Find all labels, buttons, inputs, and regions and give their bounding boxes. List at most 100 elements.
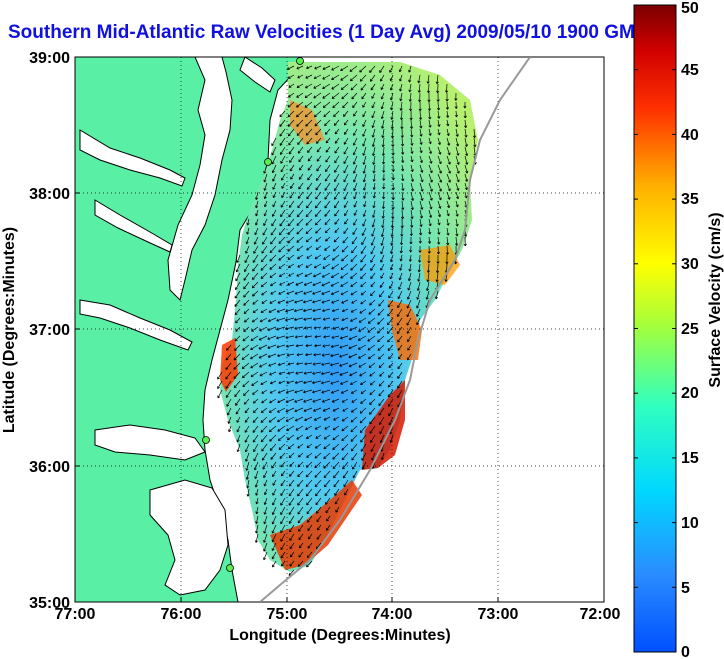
velocity-arrow	[340, 272, 349, 279]
velocity-arrow	[464, 128, 468, 138]
velocity-arrow	[362, 110, 367, 118]
velocity-arrow	[330, 353, 340, 358]
velocity-arrow	[342, 470, 349, 479]
velocity-arrow	[378, 362, 385, 368]
velocity-arrow	[379, 371, 385, 377]
velocity-arrow	[297, 515, 304, 524]
velocity-arrow	[322, 65, 331, 70]
velocity-arrow	[314, 254, 322, 260]
velocity-arrow	[296, 272, 304, 277]
velocity-arrow	[245, 236, 250, 245]
velocity-arrow	[343, 173, 349, 183]
velocity-arrow	[428, 155, 433, 164]
velocity-arrow	[305, 353, 313, 357]
velocity-arrow	[255, 209, 259, 217]
velocity-arrow	[382, 173, 386, 181]
velocity-arrow	[297, 470, 304, 478]
velocity-arrow	[296, 119, 304, 127]
velocity-arrow	[333, 119, 340, 126]
velocity-arrow	[380, 92, 385, 100]
velocity-arrow	[455, 209, 459, 217]
velocity-arrow	[463, 101, 467, 109]
velocity-arrow	[455, 119, 459, 128]
velocity-arrow	[341, 416, 349, 422]
velocity-arrow	[400, 218, 404, 229]
velocity-arrow	[243, 272, 250, 281]
velocity-arrow	[341, 434, 349, 442]
velocity-arrow	[234, 308, 241, 316]
velocity-arrow	[315, 236, 322, 242]
velocity-arrow	[419, 155, 423, 163]
velocity-arrow	[342, 407, 349, 412]
velocity-arrow	[332, 101, 340, 109]
velocity-arrow	[261, 389, 268, 394]
velocity-arrow	[322, 101, 331, 109]
velocity-arrow	[305, 119, 313, 127]
velocity-arrow	[287, 254, 295, 260]
velocity-arrow	[446, 173, 451, 183]
velocity-arrow	[445, 83, 449, 93]
velocity-arrow	[262, 461, 268, 470]
velocity-arrow	[358, 353, 367, 359]
velocity-arrow	[358, 326, 367, 332]
velocity-arrow	[387, 308, 394, 317]
velocity-arrow	[401, 146, 405, 155]
velocity-arrow	[339, 371, 349, 376]
velocity-arrow	[267, 335, 277, 340]
velocity-arrow	[359, 425, 367, 434]
velocity-arrow	[390, 227, 394, 238]
velocity-arrow	[396, 308, 403, 317]
velocity-arrow	[288, 452, 295, 458]
velocity-arrow	[276, 344, 286, 349]
velocity-arrow	[306, 560, 313, 568]
velocity-arrow	[288, 479, 295, 487]
velocity-arrow	[252, 299, 259, 305]
velocity-arrow	[314, 443, 322, 449]
velocity-arrow	[296, 209, 304, 218]
velocity-arrow	[272, 173, 277, 182]
velocity-arrow	[400, 209, 405, 220]
velocity-arrow	[235, 263, 241, 273]
velocity-arrow	[419, 182, 424, 192]
velocity-arrow	[277, 398, 286, 404]
velocity-arrow	[416, 308, 421, 317]
velocity-arrow	[287, 101, 295, 108]
velocity-arrow	[454, 92, 458, 101]
velocity-arrow	[268, 407, 277, 413]
velocity-arrow	[369, 398, 376, 405]
velocity-arrow	[252, 434, 259, 443]
velocity-arrow	[296, 110, 304, 118]
velocity-arrow	[263, 506, 268, 515]
velocity-arrow	[418, 246, 422, 253]
velocity-arrow	[279, 137, 286, 146]
velocity-arrow	[344, 218, 349, 225]
velocity-arrow	[372, 173, 376, 182]
velocity-arrow	[268, 308, 277, 313]
velocity-arrow	[263, 470, 268, 478]
velocity-arrow	[437, 218, 441, 226]
velocity-arrow	[244, 407, 250, 414]
velocity-arrow	[313, 92, 322, 99]
velocity-arrow	[303, 398, 313, 403]
velocity-arrow	[271, 146, 277, 156]
velocity-arrow	[372, 146, 376, 157]
high-velocity-east	[388, 300, 422, 360]
velocity-arrow	[324, 191, 331, 200]
velocity-arrow	[322, 344, 331, 348]
velocity-arrow	[312, 290, 322, 295]
velocity-arrow	[464, 164, 469, 174]
velocity-arrow	[408, 74, 412, 83]
velocity-arrow	[390, 218, 395, 229]
velocity-arrow	[280, 542, 286, 551]
velocity-arrow	[371, 110, 376, 119]
velocity-arrow	[377, 317, 385, 325]
velocity-arrow	[362, 209, 367, 217]
velocity-arrow	[278, 371, 286, 375]
velocity-arrow	[271, 164, 277, 174]
y-tick-label: 35:00	[29, 595, 70, 612]
velocity-arrow	[288, 92, 295, 98]
velocity-arrow	[428, 128, 432, 136]
velocity-arrow	[296, 83, 304, 88]
velocity-arrow	[305, 425, 313, 431]
velocity-arrow	[417, 263, 421, 273]
